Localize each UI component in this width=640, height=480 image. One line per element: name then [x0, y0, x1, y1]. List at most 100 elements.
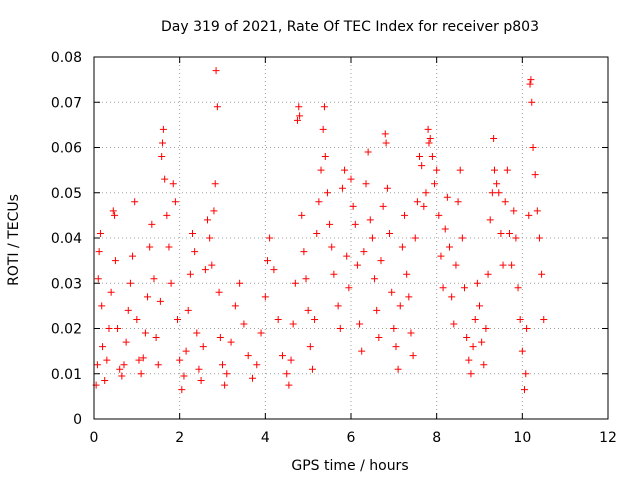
data-point	[244, 352, 252, 360]
data-point	[319, 125, 327, 133]
data-point	[424, 125, 432, 133]
data-point	[416, 153, 424, 161]
data-point	[383, 184, 391, 192]
data-point	[441, 225, 449, 233]
data-point	[431, 180, 439, 188]
data-point	[133, 315, 141, 323]
data-point	[488, 189, 496, 197]
data-point	[443, 193, 451, 201]
data-point	[208, 261, 216, 269]
data-point	[473, 279, 481, 287]
data-point	[223, 370, 231, 378]
data-point	[213, 103, 221, 111]
data-point	[111, 257, 119, 265]
data-point	[538, 270, 546, 278]
data-point	[482, 325, 490, 332]
x-axis-label: GPS time / hours	[291, 458, 408, 474]
data-point	[401, 211, 409, 219]
data-point	[392, 343, 400, 351]
data-point	[261, 293, 269, 301]
data-point	[490, 134, 498, 142]
data-point	[516, 315, 524, 323]
data-point	[478, 338, 486, 346]
data-point	[499, 261, 507, 269]
data-point	[300, 248, 308, 256]
data-point	[437, 252, 445, 260]
data-point	[178, 386, 186, 394]
data-point	[302, 275, 310, 283]
data-point	[313, 229, 321, 237]
data-point	[139, 354, 147, 362]
data-point	[257, 329, 265, 337]
data-point	[407, 329, 415, 337]
data-point	[186, 270, 194, 278]
data-point	[159, 125, 167, 133]
data-point	[199, 343, 207, 351]
data-point	[114, 325, 122, 332]
data-point	[456, 166, 464, 174]
data-point	[435, 211, 443, 219]
data-point	[95, 248, 103, 256]
data-point	[426, 134, 434, 142]
data-point	[116, 365, 124, 373]
data-point	[150, 275, 158, 283]
data-point	[411, 234, 419, 242]
data-point	[356, 320, 364, 328]
data-point	[334, 302, 342, 310]
data-point	[291, 279, 299, 287]
data-point	[295, 103, 303, 111]
data-point	[146, 243, 154, 251]
data-point	[405, 293, 413, 301]
x-tick-label: 10	[513, 430, 531, 446]
data-point	[152, 334, 160, 342]
data-point	[137, 370, 145, 378]
data-point	[215, 288, 223, 296]
x-tick-label: 4	[261, 430, 270, 446]
data-point	[413, 198, 421, 206]
data-point	[388, 288, 396, 296]
data-point	[533, 207, 541, 215]
data-point	[540, 315, 548, 323]
data-point	[219, 361, 226, 369]
data-point	[193, 329, 201, 337]
data-point	[362, 180, 370, 188]
data-point	[266, 234, 274, 242]
data-point	[285, 381, 293, 389]
data-point	[469, 343, 477, 351]
data-point	[122, 338, 130, 346]
data-point	[96, 229, 104, 237]
data-point	[497, 229, 505, 237]
data-point	[126, 279, 134, 287]
grid-lines	[94, 57, 608, 419]
data-point	[467, 370, 475, 378]
data-point	[510, 207, 518, 215]
data-point	[381, 130, 389, 138]
x-axis-ticks: 0 2 4 6 8 10 12	[90, 57, 617, 446]
data-point	[197, 377, 205, 385]
data-point	[518, 347, 526, 355]
y-tick-label: 0.01	[51, 367, 82, 383]
data-point	[505, 229, 513, 237]
data-point	[206, 234, 214, 242]
data-point	[476, 302, 483, 310]
data-point	[169, 180, 177, 188]
data-point	[105, 325, 113, 332]
data-point	[526, 80, 534, 88]
data-point	[129, 252, 137, 260]
data-point	[398, 243, 406, 251]
data-point	[182, 347, 190, 355]
data-point	[528, 98, 536, 106]
data-point	[195, 365, 203, 373]
data-point	[484, 270, 492, 278]
data-point	[375, 334, 383, 342]
data-point	[204, 216, 212, 224]
data-point	[231, 302, 239, 310]
data-point	[403, 270, 411, 278]
data-point	[101, 377, 109, 385]
data-point	[274, 315, 282, 323]
data-point	[454, 198, 462, 206]
y-tick-label: 0.05	[51, 186, 82, 202]
data-point	[221, 381, 229, 389]
data-point	[131, 198, 139, 206]
data-point	[93, 361, 101, 369]
